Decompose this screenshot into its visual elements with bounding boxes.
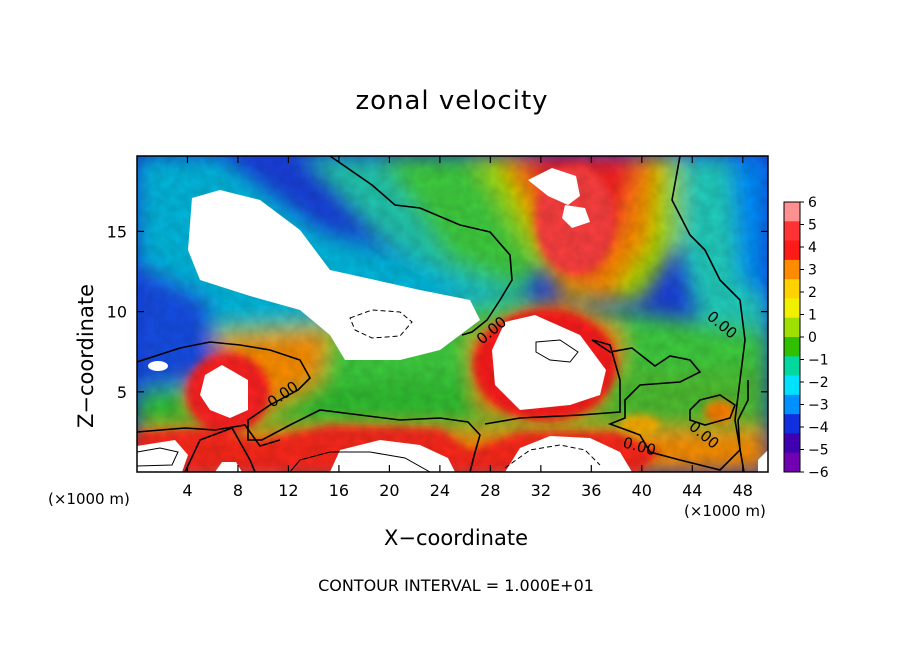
mask-bottom-right bbox=[758, 450, 768, 472]
colorbar-swatch bbox=[784, 221, 800, 242]
contour-zero-7 bbox=[689, 394, 736, 426]
y-tick-label: 10 bbox=[107, 303, 127, 322]
x-tick-label: 12 bbox=[278, 481, 298, 500]
colorbar-swatch bbox=[784, 414, 800, 434]
colorbar-swatch bbox=[784, 452, 800, 473]
mask-top-spot-2 bbox=[562, 205, 590, 228]
y-axis-ticks: 5 10 15 bbox=[107, 222, 768, 402]
colorbar-swatch bbox=[784, 375, 800, 396]
mask-bottom-small bbox=[215, 462, 242, 472]
y-axis-label: Z−coordinate bbox=[74, 284, 98, 428]
colorbar-label: 6 bbox=[808, 195, 817, 211]
colorbar-label: 3 bbox=[808, 263, 817, 279]
colorbar-label: 1 bbox=[808, 308, 817, 324]
x-axis-ticks: 4 8 12 16 20 24 28 32 36 40 44 48 bbox=[182, 156, 753, 500]
x-tick-label: 48 bbox=[733, 481, 753, 500]
mask-middle bbox=[492, 315, 606, 410]
colorbar-label: −6 bbox=[808, 465, 829, 481]
colorbar-label: −5 bbox=[808, 443, 829, 459]
mask-left-small bbox=[200, 365, 248, 418]
contour-interval-note: CONTOUR INTERVAL = 1.000E+01 bbox=[318, 576, 594, 595]
x-tick-label: 36 bbox=[581, 481, 601, 500]
contour-zero-4 bbox=[484, 339, 749, 471]
colorbar-label: −4 bbox=[808, 420, 829, 436]
contour-dashed-2 bbox=[504, 444, 601, 469]
x-unit-label-left: (×1000 m) bbox=[48, 490, 130, 508]
mask-bottom-mid bbox=[505, 436, 632, 472]
chart-title: zonal velocity bbox=[355, 86, 549, 116]
velocity-field: 0.00 0.00 0.00 0.00 0.00 bbox=[137, 156, 768, 472]
y-tick-label: 5 bbox=[117, 383, 127, 402]
contour-zero-1 bbox=[329, 156, 513, 336]
colorbar-swatch bbox=[784, 298, 800, 319]
x-tick-label: 8 bbox=[233, 481, 243, 500]
colorbar-swatch bbox=[784, 279, 800, 299]
x-tick-label: 44 bbox=[682, 481, 702, 500]
contour-zero-2 bbox=[671, 156, 746, 472]
colorbar-swatch bbox=[784, 259, 800, 280]
colorbar-swatch bbox=[784, 337, 800, 357]
colorbar-swatch bbox=[784, 433, 800, 454]
colorbar-swatch bbox=[784, 356, 800, 377]
colorbar-swatch bbox=[784, 240, 800, 261]
colorbar-swatch bbox=[784, 202, 800, 222]
mask-top-spot-1 bbox=[528, 168, 580, 205]
x-tick-label: 32 bbox=[531, 481, 551, 500]
contour-thin-3 bbox=[289, 451, 431, 472]
colorbar-label: −1 bbox=[808, 353, 829, 369]
contour-zero-6 bbox=[184, 427, 256, 472]
x-tick-label: 20 bbox=[379, 481, 399, 500]
mask-left-tiny bbox=[148, 361, 168, 371]
x-tick-label: 28 bbox=[480, 481, 500, 500]
masked-regions bbox=[137, 168, 768, 472]
colorbar-label: −2 bbox=[808, 375, 829, 391]
contour-dashed-1 bbox=[349, 309, 413, 339]
colorbar-swatch bbox=[784, 394, 800, 415]
x-tick-label: 40 bbox=[632, 481, 652, 500]
x-unit-label-right: (×1000 m) bbox=[684, 502, 766, 520]
x-axis-label: X−coordinate bbox=[384, 526, 528, 550]
contour-zero-3 bbox=[137, 341, 481, 472]
colorbar: 6 5 4 3 2 1 0 −1 −2 −3 −4 −5 −6 bbox=[783, 195, 829, 481]
plot-frame bbox=[136, 155, 769, 473]
mask-bottom-left bbox=[137, 440, 188, 472]
colorbar-label: 0 bbox=[808, 330, 817, 346]
x-tick-label: 4 bbox=[182, 481, 192, 500]
contour-zero-5 bbox=[137, 424, 281, 447]
contour-thin-1 bbox=[535, 339, 579, 363]
colorbar-label: 5 bbox=[808, 218, 817, 234]
colorbar-label: −3 bbox=[808, 398, 829, 414]
x-tick-label: 16 bbox=[329, 481, 349, 500]
y-tick-label: 15 bbox=[107, 222, 127, 241]
contour-thin-lines bbox=[137, 309, 601, 472]
contour-thin-2 bbox=[137, 447, 179, 467]
colorbar-label: 4 bbox=[808, 240, 817, 256]
x-tick-label: 24 bbox=[430, 481, 450, 500]
colorbar-label: 2 bbox=[808, 285, 817, 301]
contour-lines bbox=[137, 156, 749, 472]
colorbar-swatch bbox=[784, 317, 800, 338]
